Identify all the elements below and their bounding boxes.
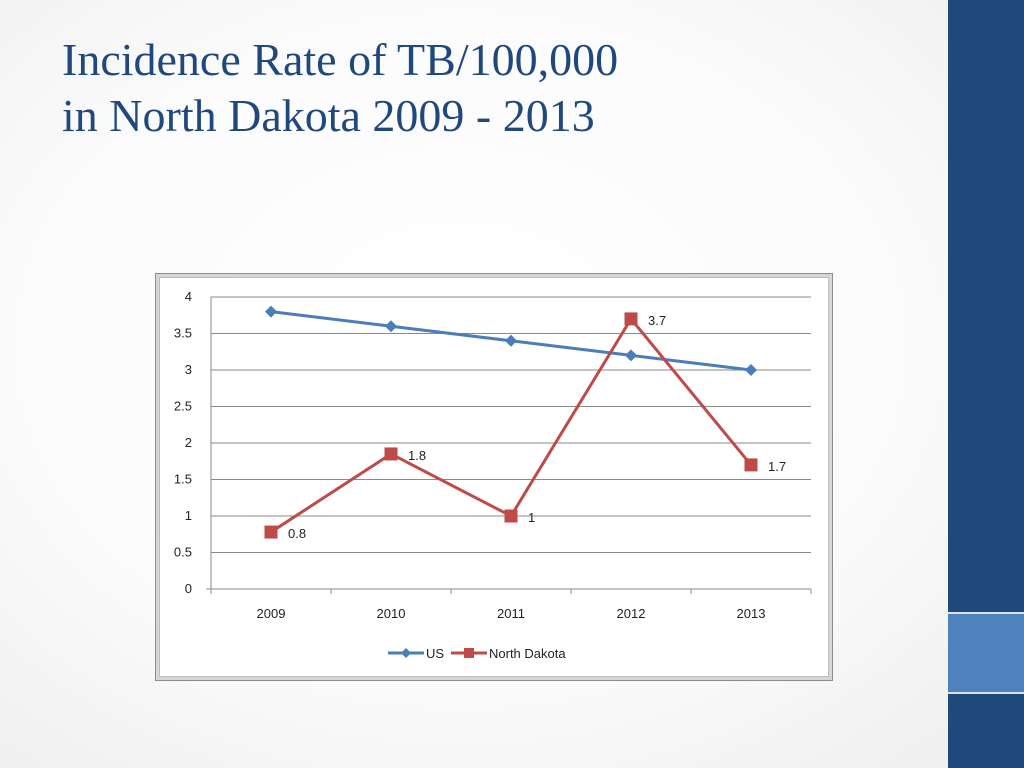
sidebar-divider: [948, 692, 1024, 694]
data-label: 0.8: [288, 526, 306, 541]
data-point-north-dakota: [624, 312, 638, 326]
data-point-us: [385, 320, 397, 333]
slide-title: Incidence Rate of TB/100,000 in North Da…: [62, 32, 922, 144]
legend-label: US: [426, 646, 444, 661]
data-label: 1: [528, 510, 535, 525]
data-label: 1.7: [768, 459, 786, 474]
data-point-north-dakota: [744, 458, 758, 472]
data-point-us: [265, 305, 277, 318]
y-tick-label: 3: [185, 362, 192, 377]
x-tick-label: 2009: [257, 606, 286, 621]
slide-title-line-2: in North Dakota 2009 - 2013: [62, 90, 595, 141]
data-label: 3.7: [648, 313, 666, 328]
sidebar-accent-block: [948, 614, 1024, 692]
slide-title-line-1: Incidence Rate of TB/100,000: [62, 34, 619, 85]
legend-marker: [401, 648, 411, 658]
legend-marker: [464, 648, 474, 658]
y-tick-label: 4: [185, 289, 192, 304]
data-point-us: [745, 364, 757, 376]
y-tick-label: 1.5: [174, 472, 192, 487]
x-tick-label: 2010: [377, 606, 406, 621]
x-tick-label: 2013: [737, 606, 766, 621]
data-point-north-dakota: [264, 525, 278, 539]
x-tick-label: 2011: [497, 606, 525, 621]
data-point-us: [505, 334, 517, 347]
y-tick-label: 2.5: [174, 399, 192, 414]
x-tick-label: 2012: [617, 606, 646, 621]
data-label: 1.8: [408, 448, 426, 463]
legend-label: North Dakota: [489, 646, 566, 661]
chart-container: 0 0.5 1 1.5 2 2.5 3 3.5 4 2009 2010 2011 2012 2013 0.8…: [155, 273, 833, 681]
data-point-us: [625, 349, 637, 362]
data-point-north-dakota: [384, 447, 398, 461]
series-line-north-dakota: [270, 317, 753, 534]
y-tick-label: 3.5: [174, 326, 192, 341]
y-tick-label: 2: [185, 435, 192, 450]
y-tick-label: 0: [185, 581, 192, 596]
sidebar-divider: [948, 612, 1024, 614]
y-tick-label: 1: [185, 508, 192, 523]
line-chart: 0 0.5 1 1.5 2 2.5 3 3.5 4 2009 2010 2011 2012 2013 0.8…: [174, 289, 812, 661]
data-point-north-dakota: [504, 509, 518, 523]
y-tick-label: 0.5: [174, 545, 192, 560]
